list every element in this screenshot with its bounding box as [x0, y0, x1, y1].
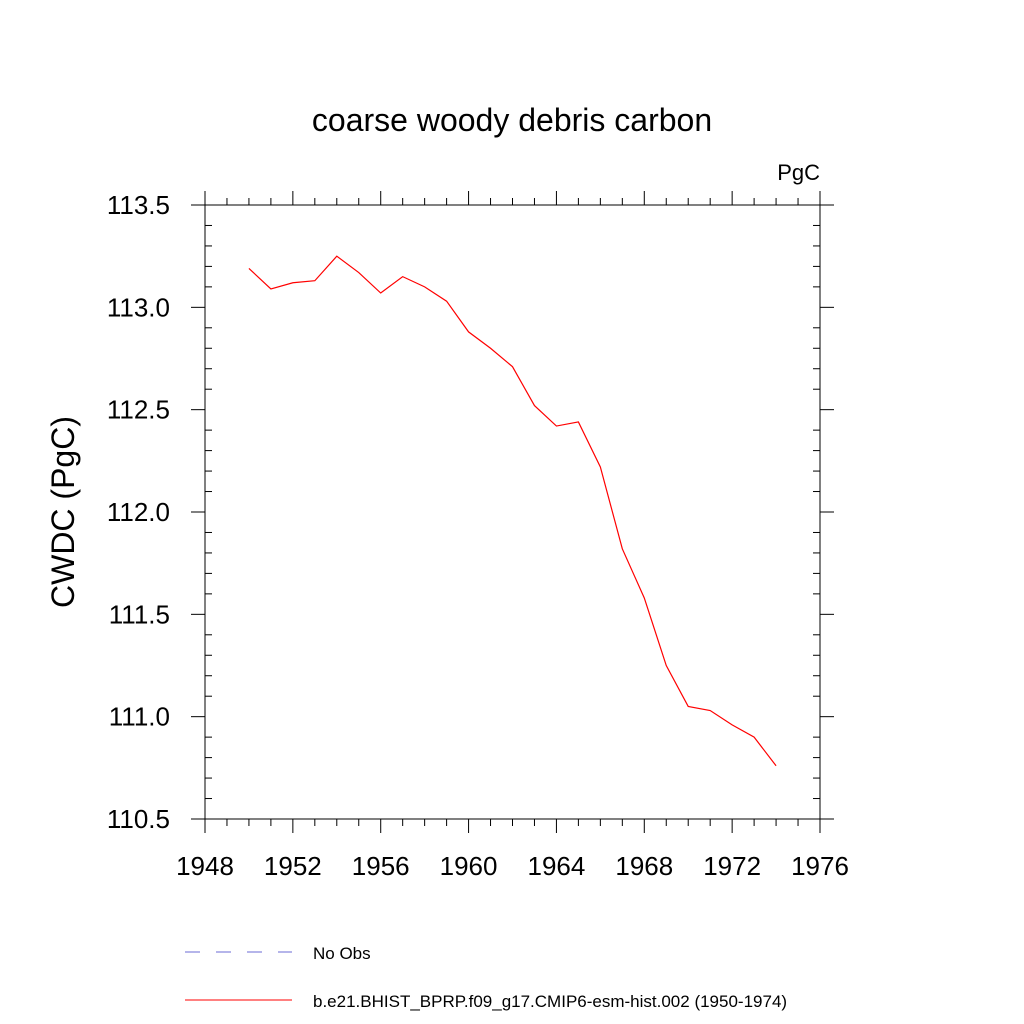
- y-tick-label: 112.5: [107, 395, 170, 425]
- x-tick-label: 1960: [440, 851, 498, 881]
- x-tick-label: 1964: [528, 851, 586, 881]
- x-tick-label: 1948: [176, 851, 234, 881]
- units-label: PgC: [777, 160, 820, 185]
- legend-label: No Obs: [313, 944, 371, 963]
- axis-ticks: [191, 191, 834, 833]
- y-tick-label: 113.5: [107, 190, 170, 220]
- series-group: [248, 255, 777, 767]
- y-tick-label: 113.0: [107, 292, 170, 322]
- x-tick-label: 1956: [352, 851, 410, 881]
- series-line: [248, 255, 777, 767]
- y-tick-label: 110.5: [107, 804, 170, 834]
- y-tick-label: 112.0: [107, 497, 170, 527]
- y-tick-label: 111.5: [109, 599, 170, 629]
- x-tick-label: 1952: [264, 851, 322, 881]
- y-axis-label: CWDC (PgC): [45, 416, 81, 608]
- legend-label: b.e21.BHIST_BPRP.f09_g17.CMIP6-esm-hist.…: [313, 992, 787, 1011]
- legend: No Obs b.e21.BHIST_BPRP.f09_g17.CMIP6-esm…: [185, 944, 787, 1011]
- x-tick-label: 1972: [703, 851, 761, 881]
- chart-title: coarse woody debris carbon: [312, 102, 712, 138]
- plot-frame: [204, 204, 821, 820]
- x-tick-label: 1976: [791, 851, 849, 881]
- tick-labels: 1948 1952 1956 1960 1964 1968 1972 1976 110.5 111…: [107, 190, 849, 881]
- x-tick-label: 1968: [615, 851, 673, 881]
- y-tick-label: 111.0: [109, 702, 170, 732]
